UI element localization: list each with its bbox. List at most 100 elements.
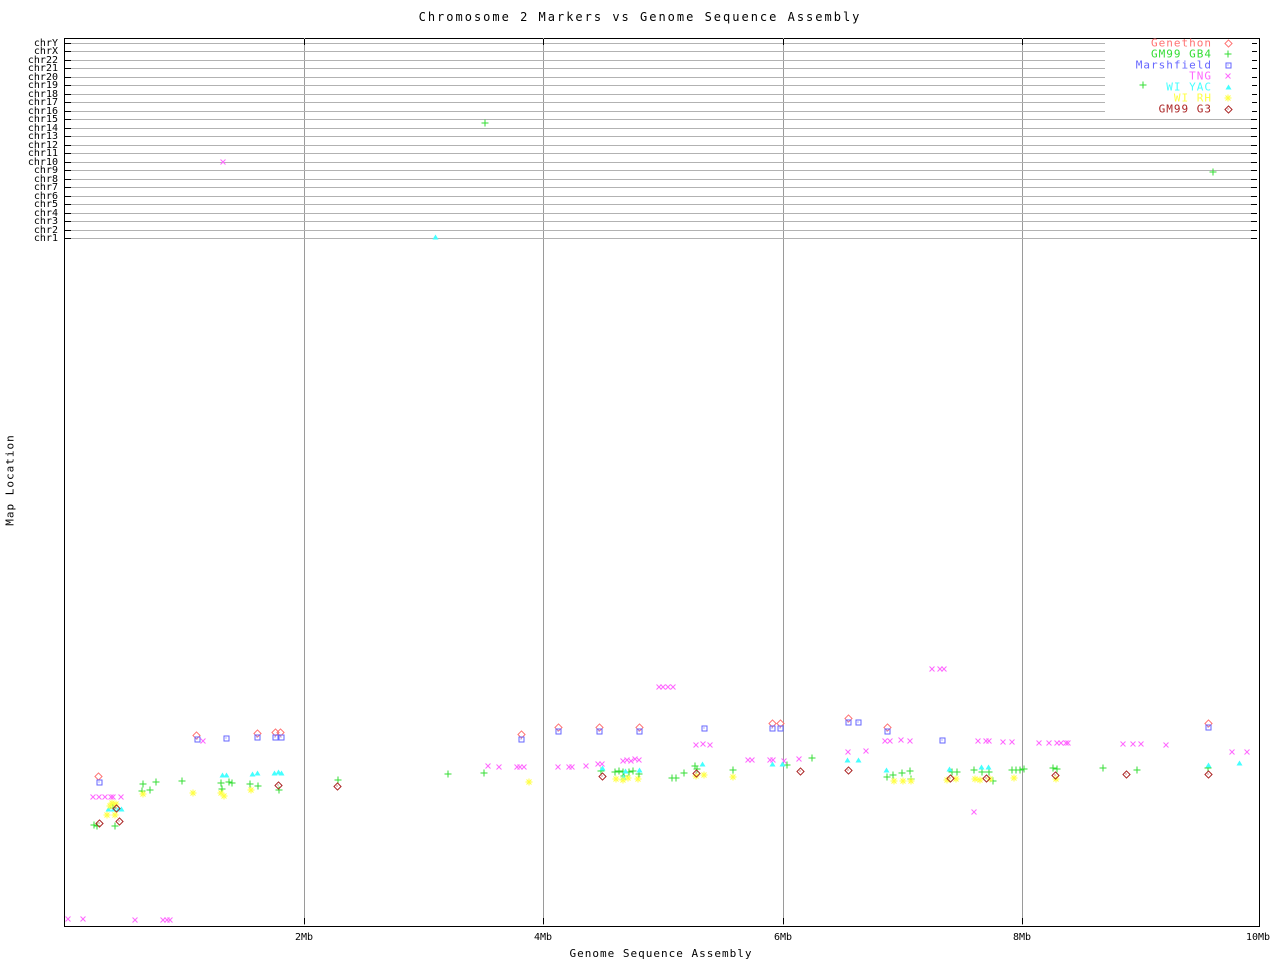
y-tick-left (65, 77, 71, 78)
y-tick-label: chr18 (27, 89, 58, 100)
marker-tng (707, 742, 714, 749)
marker-gm99-g3 (981, 773, 991, 783)
chromosome-gridline (65, 136, 1257, 137)
marker-tng (485, 763, 492, 770)
marker-wi-yac (118, 806, 125, 813)
plot-area (64, 38, 1260, 927)
marker-tng (1138, 741, 1145, 748)
marker-marshfield (777, 725, 784, 732)
marker-gm99-gb4 (906, 767, 914, 775)
marker-tng (1130, 741, 1137, 748)
marker-marshfield (1205, 724, 1212, 731)
marker-gm99-gb4 (948, 768, 956, 776)
chromosome-gridline (65, 162, 1257, 163)
marker-wi-rh (1010, 774, 1018, 782)
marker-tng (1009, 739, 1016, 746)
marker-gm99-gb4 (480, 769, 488, 777)
marker-gm99-gb4 (1012, 766, 1020, 774)
y-tick-right (1251, 170, 1257, 171)
marker-gm99-gb4 (444, 770, 452, 778)
x-tick-label: 6Mb (773, 932, 793, 943)
marker-wi-rh (217, 789, 225, 797)
x-gridline (783, 38, 784, 925)
chromosome-gridline (65, 221, 1257, 222)
marker-gm99-gb4 (275, 786, 283, 794)
chromosome-gridline (65, 85, 1257, 86)
marker-wi-yac (271, 770, 278, 777)
marker-marshfield (939, 737, 946, 744)
legend-marker-icon (1224, 50, 1232, 58)
marker-wi-yac (883, 767, 890, 774)
marker-gm99-gb4 (228, 779, 236, 787)
marker-wi-rh (952, 775, 960, 783)
y-tick-right (1251, 77, 1257, 78)
x-tick-label: 2Mb (294, 932, 314, 943)
legend-marker-icon (1225, 84, 1232, 91)
marker-wi-rh (103, 811, 111, 819)
marker-tng (80, 916, 87, 923)
marker-wi-yac (636, 767, 643, 774)
marker-gm99-gb4 (1008, 766, 1016, 774)
marker-marshfield (272, 734, 279, 741)
chromosome-gridline (65, 102, 1257, 103)
y-tick-label: chr13 (27, 131, 58, 142)
y-tick-right (1251, 119, 1257, 120)
chromosome-gridline (65, 204, 1257, 205)
legend-label: TNG (1189, 69, 1212, 83)
legend-marker-icon (1225, 73, 1232, 80)
marker-tng (200, 738, 207, 745)
y-tick-left (65, 204, 71, 205)
x-tick-bottom (543, 918, 544, 924)
y-tick-label: chr6 (33, 191, 58, 202)
y-tick-right (1251, 187, 1257, 188)
chart-title: Chromosome 2 Markers vs Genome Sequence … (418, 10, 862, 24)
marker-gm99-gb4 (139, 780, 147, 788)
marker-wi-rh (624, 774, 632, 782)
marker-gm99-gb4 (1049, 764, 1057, 772)
marker-gm99-gb4 (1204, 764, 1212, 772)
marker-gm99-gb4 (898, 769, 906, 777)
chromosome-gridline (65, 238, 1257, 239)
marker-gm99-g3 (1121, 769, 1131, 779)
y-tick-right (1251, 60, 1257, 61)
marker-gm99-gb4 (1016, 766, 1024, 774)
marker-marshfield (636, 728, 643, 735)
chromosome-gridline (65, 196, 1257, 197)
marker-tng (167, 917, 174, 924)
marker-wi-rh (692, 772, 700, 780)
legend-label: WI YAC (1166, 80, 1212, 94)
marker-wi-yac (278, 770, 285, 777)
marker-wi-rh (525, 778, 533, 786)
chromosome-gridline (65, 60, 1257, 61)
marker-marshfield (555, 728, 562, 735)
marker-wi-yac (622, 768, 629, 775)
marker-wi-yac (1205, 762, 1212, 769)
marker-tng (583, 763, 590, 770)
y-tick-left (65, 68, 71, 69)
marker-tng (1046, 740, 1053, 747)
y-tick-label: chr20 (27, 72, 58, 83)
y-tick-right (1251, 153, 1257, 154)
marker-wi-yac (219, 772, 226, 779)
marker-marshfield (884, 728, 891, 735)
y-tick-label: chr11 (27, 148, 58, 159)
x-tick-bottom (1022, 918, 1023, 924)
y-tick-label: chr5 (33, 199, 58, 210)
y-tick-label: chrY (33, 38, 58, 49)
y-tick-left (65, 153, 71, 154)
marker-gm99-gb4 (889, 771, 897, 779)
marker-wi-rh (986, 775, 994, 783)
marker-wi-yac (699, 761, 706, 768)
y-tick-label: chr16 (27, 106, 58, 117)
legend-marker-icon (1223, 104, 1233, 114)
chromosome-gridline (65, 68, 1257, 69)
marker-wi-rh (890, 777, 898, 785)
marker-tng (496, 764, 503, 771)
marker-tng (636, 757, 643, 764)
y-tick-label: chr4 (33, 208, 58, 219)
y-tick-left (65, 102, 71, 103)
y-tick-right (1251, 196, 1257, 197)
marker-wi-yac (599, 765, 606, 772)
y-tick-right (1251, 43, 1257, 44)
marker-gm99-gb4 (978, 768, 986, 776)
